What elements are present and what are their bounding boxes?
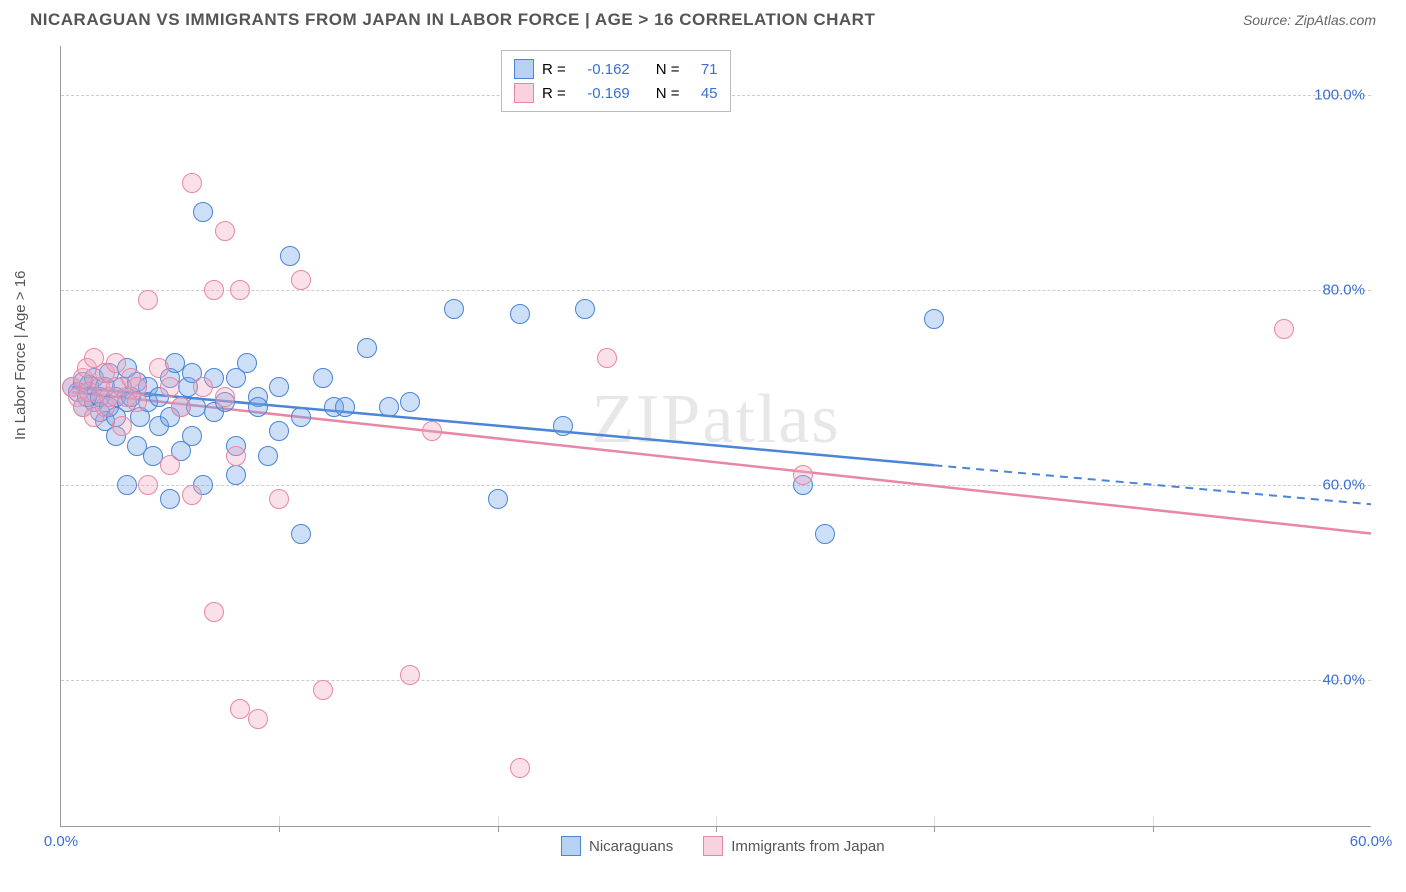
- series-japan-point: [793, 465, 813, 485]
- series-nicaraguans-point: [291, 524, 311, 544]
- series-japan-point: [160, 455, 180, 475]
- series-japan-point: [138, 290, 158, 310]
- y-tick-label: 60.0%: [1322, 476, 1365, 493]
- series-japan-point: [422, 421, 442, 441]
- legend-item-japan: Immigrants from Japan: [703, 836, 884, 856]
- series-japan-point: [269, 489, 289, 509]
- chart-title: NICARAGUAN VS IMMIGRANTS FROM JAPAN IN L…: [30, 10, 875, 30]
- x-tick-mark: [716, 826, 717, 832]
- series-nicaraguans-point: [258, 446, 278, 466]
- series-nicaraguans-point: [226, 465, 246, 485]
- swatch-nicaraguans: [514, 59, 534, 79]
- series-nicaraguans-point: [117, 475, 137, 495]
- series-nicaraguans-point: [924, 309, 944, 329]
- x-tick-mark: [934, 826, 935, 832]
- series-nicaraguans-point: [357, 338, 377, 358]
- series-nicaraguans-point: [488, 489, 508, 509]
- series-nicaraguans-point: [400, 392, 420, 412]
- series-nicaraguans-point: [248, 397, 268, 417]
- series-nicaraguans-point: [269, 377, 289, 397]
- swatch-japan: [514, 83, 534, 103]
- series-nicaraguans-point: [379, 397, 399, 417]
- y-tick-label: 100.0%: [1314, 86, 1365, 103]
- series-nicaraguans-point: [237, 353, 257, 373]
- series-japan-point: [510, 758, 530, 778]
- series-legend: Nicaraguans Immigrants from Japan: [561, 836, 885, 856]
- series-japan-point: [112, 416, 132, 436]
- y-tick-label: 80.0%: [1322, 281, 1365, 298]
- series-japan-point: [226, 446, 246, 466]
- y-tick-label: 40.0%: [1322, 671, 1365, 688]
- series-nicaraguans-point: [182, 426, 202, 446]
- series-nicaraguans-point: [335, 397, 355, 417]
- series-nicaraguans-point: [575, 299, 595, 319]
- series-nicaraguans-point: [815, 524, 835, 544]
- series-nicaraguans-point: [291, 407, 311, 427]
- series-nicaraguans-point: [553, 416, 573, 436]
- series-japan-point: [204, 280, 224, 300]
- series-japan-point: [400, 665, 420, 685]
- series-japan-point: [204, 602, 224, 622]
- x-tick-mark: [1153, 826, 1154, 832]
- series-nicaraguans-point: [269, 421, 289, 441]
- series-nicaraguans-point: [280, 246, 300, 266]
- legend-row-nicaraguans: R = -0.162 N = 71: [514, 57, 718, 81]
- series-japan-point: [138, 475, 158, 495]
- series-japan-point: [193, 377, 213, 397]
- series-japan-point: [149, 358, 169, 378]
- x-tick-mark: [279, 826, 280, 832]
- series-japan-point: [313, 680, 333, 700]
- series-japan-point: [127, 392, 147, 412]
- x-tick-mark: [498, 826, 499, 832]
- series-nicaraguans-point: [510, 304, 530, 324]
- series-nicaraguans-point: [160, 489, 180, 509]
- correlation-legend: R = -0.162 N = 71 R = -0.169 N = 45: [501, 50, 731, 112]
- chart-plot-area: ZIPatlas R = -0.162 N = 71 R = -0.169 N …: [60, 46, 1371, 827]
- series-japan-point: [182, 485, 202, 505]
- series-japan-point: [248, 709, 268, 729]
- series-japan-point: [182, 173, 202, 193]
- gridline-h: [61, 680, 1371, 681]
- series-nicaraguans-point: [313, 368, 333, 388]
- series-japan-point: [1274, 319, 1294, 339]
- gridline-h: [61, 290, 1371, 291]
- series-nicaraguans-point: [193, 202, 213, 222]
- x-tick-label: 60.0%: [1350, 833, 1393, 850]
- y-axis-label: In Labor Force | Age > 16: [12, 271, 29, 440]
- series-japan-point: [215, 221, 235, 241]
- legend-row-japan: R = -0.169 N = 45: [514, 81, 718, 105]
- series-japan-point: [230, 280, 250, 300]
- source-attribution: Source: ZipAtlas.com: [1243, 12, 1376, 28]
- x-tick-label: 0.0%: [44, 833, 78, 850]
- series-japan-point: [215, 387, 235, 407]
- series-japan-point: [171, 397, 191, 417]
- series-japan-point: [291, 270, 311, 290]
- gridline-h: [61, 485, 1371, 486]
- series-nicaraguans-point: [444, 299, 464, 319]
- legend-item-nicaraguans: Nicaraguans: [561, 836, 673, 856]
- series-japan-point: [597, 348, 617, 368]
- watermark-text: ZIPatlas: [591, 380, 840, 460]
- series-japan-point: [160, 377, 180, 397]
